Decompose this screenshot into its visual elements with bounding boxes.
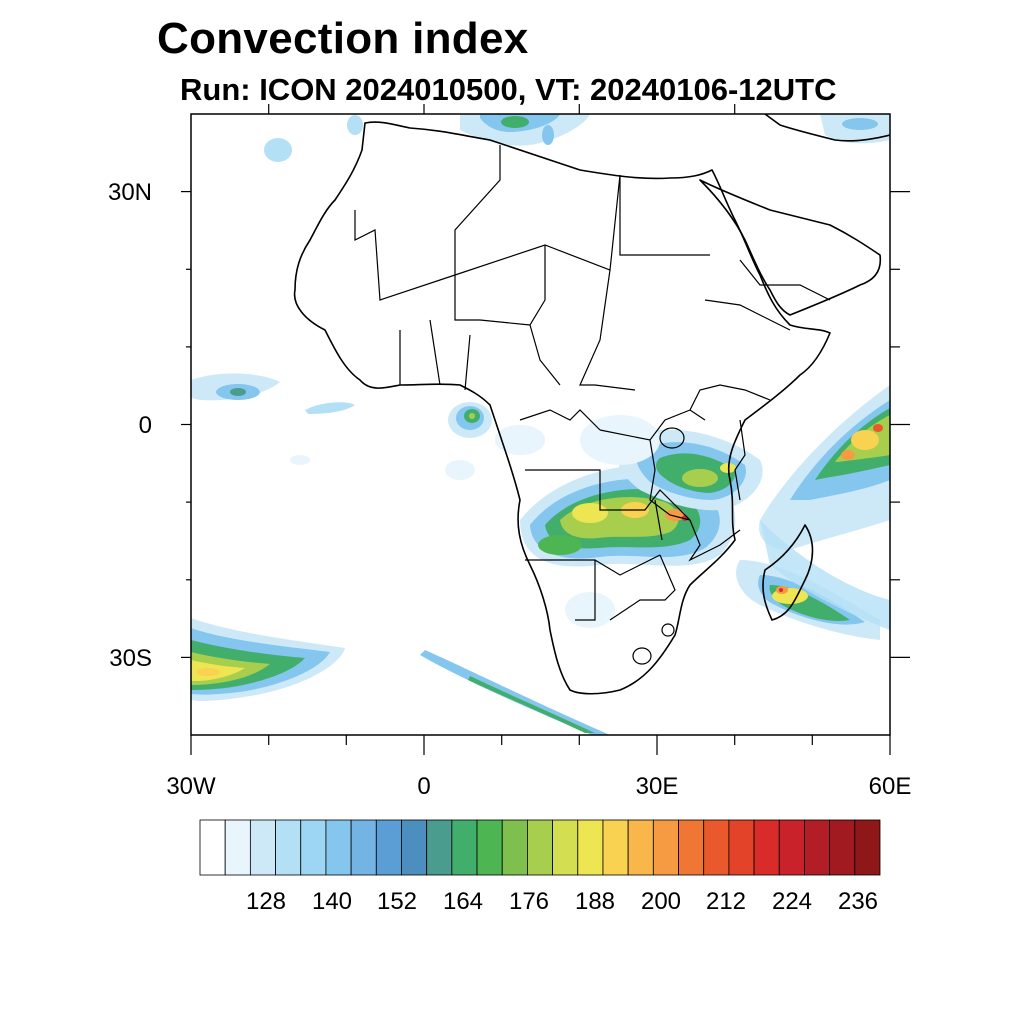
colorbar-label: 176 [508,888,550,915]
colorbar-swatch [426,819,453,876]
colorbar-swatch [224,819,251,876]
convection-field [191,114,890,735]
colorbar [199,819,881,876]
colorbar-swatch [627,819,654,876]
colorbar-swatch [451,819,478,876]
colorbar-swatch [602,819,629,876]
colorbar-swatch [854,819,881,876]
colorbar-swatch [501,819,528,876]
colorbar-swatch [249,819,276,876]
figure-subtitle: Run: ICON 2024010500, VT: 20240106-12UTC [180,72,837,107]
region-mediterranean-band [264,114,890,162]
region-west-atlantic-cell [191,373,355,414]
colorbar-swatch [703,819,730,876]
region-south-atlantic-band [191,618,345,701]
lat-tick-marks [181,191,910,659]
figure-title: Convection index [157,14,529,63]
lon-label-60e: 60E [868,773,912,800]
lat-label-30s: 30S [109,645,152,672]
colorbar-swatch [275,819,302,876]
region-angola-zambia-complex [520,464,736,567]
region-madagascar-band [736,560,880,640]
colorbar-swatch [753,819,780,876]
colorbar-label: 200 [640,888,682,915]
country-borders [354,145,831,621]
lakes [632,427,685,665]
lon-label-30w: 30W [166,773,216,800]
region-diagonal-streak [420,650,610,735]
colorbar-swatch [804,819,831,876]
colorbar-label: 236 [837,888,879,915]
region-cameroon-cell [448,402,492,438]
lon-label-0: 0 [417,773,431,800]
colorbar-swatch [678,819,705,876]
colorbar-swatch [350,819,377,876]
colorbar-swatch [325,819,352,876]
colorbar-label: 164 [442,888,484,915]
colorbar-swatch [375,819,402,876]
lat-label-30n: 30N [107,179,152,206]
colorbar-swatch [476,819,503,876]
colorbar-swatch [300,819,327,876]
colorbar-swatch [577,819,604,876]
colorbar-label: 152 [376,888,418,915]
colorbar-label: 128 [245,888,287,915]
colorbar-swatch [728,819,755,876]
colorbar-label: 224 [771,888,813,915]
colorbar-swatch [652,819,679,876]
colorbar-swatch [778,819,805,876]
colorbar-label: 212 [705,888,747,915]
light-scatter [290,415,660,628]
colorbar-swatch [527,819,553,876]
colorbar-swatch [401,819,428,876]
colorbar-label: 188 [574,888,616,915]
coastlines [293,114,890,695]
lon-tick-marks [190,104,891,755]
region-indian-ocean-band [759,385,890,630]
colorbar-label: 140 [311,888,353,915]
colorbar-swatch [199,819,226,876]
colorbar-swatch [829,819,856,876]
colorbar-swatch [552,819,579,876]
lat-label-0: 0 [138,412,152,439]
region-tanzania-congo-complex [616,429,763,511]
lon-label-30e: 30E [635,773,679,800]
